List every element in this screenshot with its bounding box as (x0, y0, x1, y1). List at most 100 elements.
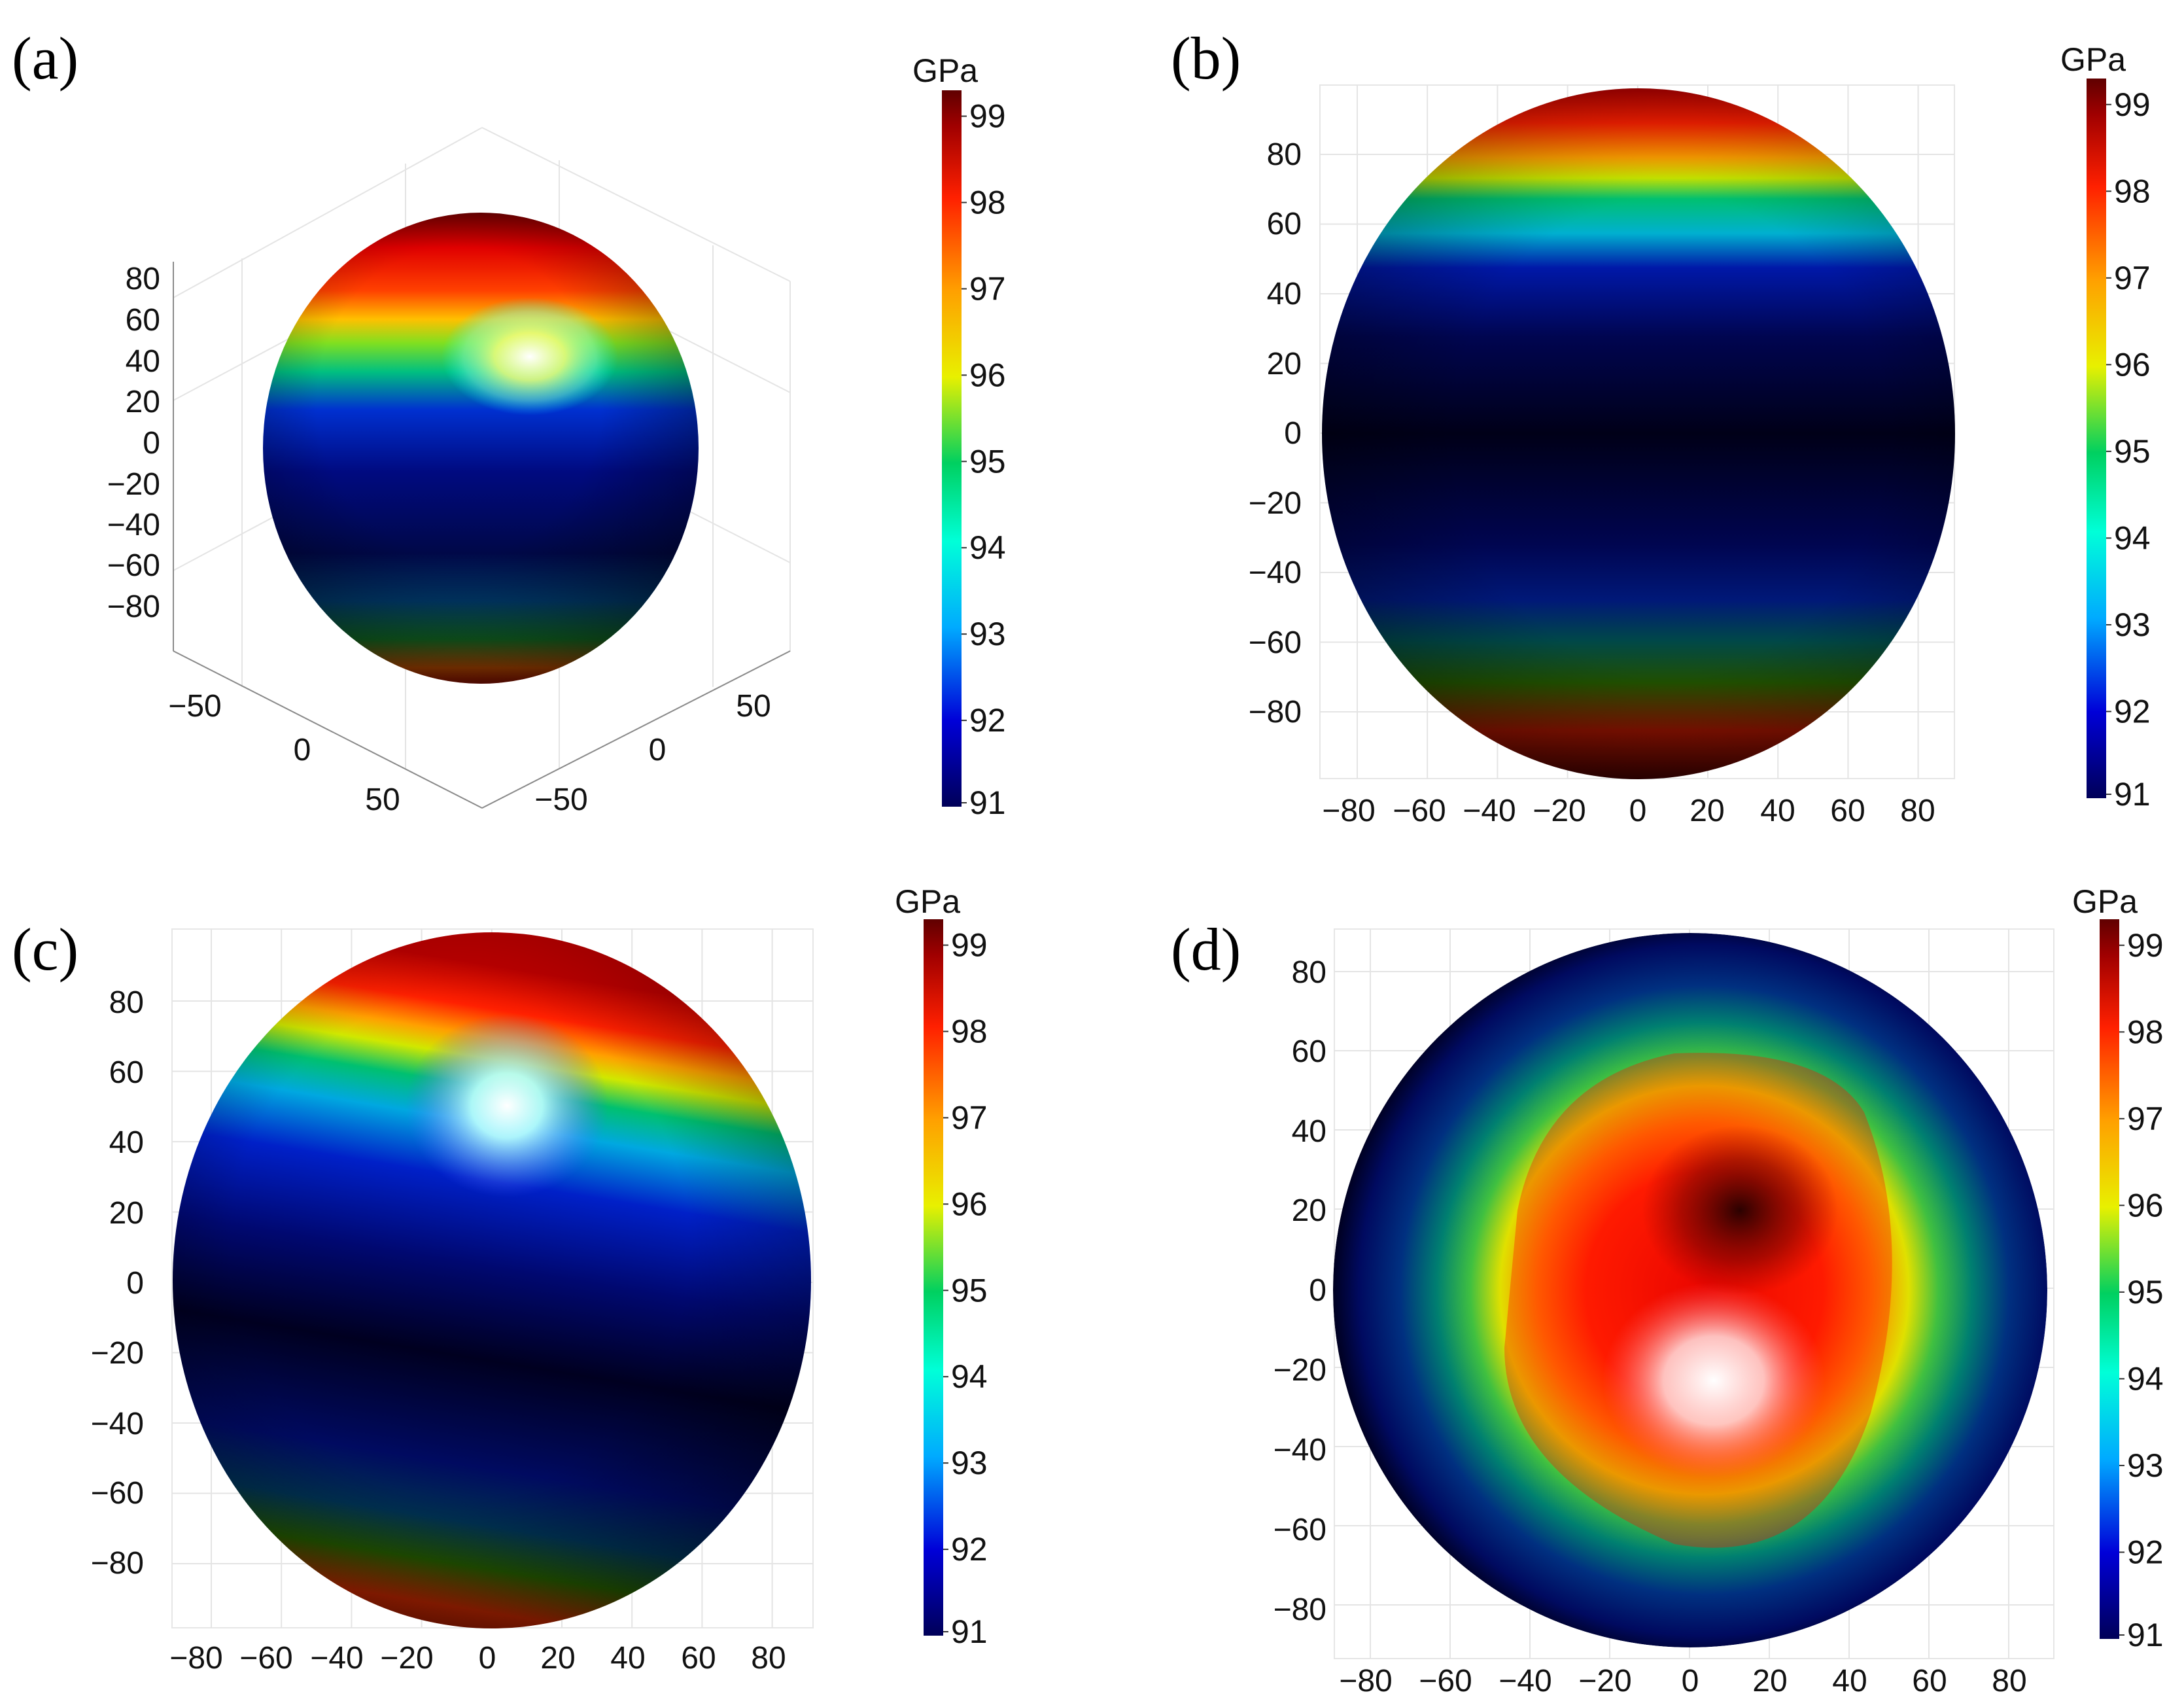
x-tick: 0 (1629, 794, 1647, 828)
x-tick: 0 (294, 733, 311, 767)
z-tick: 20 (126, 385, 160, 419)
x-tick: 0 (479, 1641, 496, 1676)
x-tick: −40 (1463, 794, 1516, 828)
y-tick: 0 (649, 733, 667, 767)
y-tick: −20 (91, 1336, 144, 1371)
colorbar-tick-label: 94 (969, 529, 1006, 566)
y-tick: −80 (91, 1546, 144, 1581)
x-tick: −80 (1322, 794, 1375, 828)
colorbar-tick-label: 95 (969, 443, 1006, 480)
y-tick: −60 (1274, 1513, 1326, 1547)
y-tick: 60 (109, 1055, 144, 1090)
y-tick: −40 (91, 1407, 144, 1441)
colorbar-gradient (2087, 79, 2106, 798)
y-tick: −40 (1274, 1433, 1326, 1468)
colorbar-tick-label: 94 (2114, 519, 2151, 556)
y-tick: −20 (1274, 1353, 1326, 1388)
colorbar-tick-label: 91 (2114, 776, 2151, 813)
y-tick: 40 (1292, 1114, 1326, 1149)
y-tick: −60 (1249, 625, 1302, 660)
colorbar-tick-label: 93 (969, 616, 1006, 652)
panel-c-surface (173, 932, 811, 1628)
x-tick: 20 (540, 1641, 575, 1676)
x-tick: −20 (1533, 794, 1586, 828)
panel-d-x-ticks: −80 −60 −40 −20 0 20 40 60 80 (1339, 1664, 2026, 1698)
colorbar-tick-label: 98 (951, 1013, 988, 1050)
x-tick: 60 (681, 1641, 716, 1676)
y-tick: 20 (109, 1196, 144, 1231)
x-tick: 0 (1682, 1664, 1699, 1698)
z-tick: −40 (107, 508, 160, 542)
y-tick: −60 (91, 1476, 144, 1511)
x-tick: 80 (1992, 1664, 2026, 1698)
x-tick: −80 (1339, 1664, 1392, 1698)
y-tick: 20 (1267, 347, 1302, 381)
panel-d-surface (1333, 933, 2047, 1647)
colorbar-tick-label: 94 (951, 1358, 988, 1395)
colorbar-unit: GPa (912, 52, 978, 89)
colorbar-tick-label: 92 (2127, 1534, 2164, 1570)
y-tick: 80 (109, 985, 144, 1020)
x-tick: 50 (365, 782, 400, 817)
y-tick: 0 (1309, 1273, 1326, 1308)
colorbar-tick-label: 96 (2114, 346, 2151, 383)
x-tick: 20 (1690, 794, 1724, 828)
y-tick: −80 (1249, 695, 1302, 729)
panel-d: (d) 80 60 40 20 0 −20 −40 −60 −80 −80 −6 (1171, 883, 2164, 1698)
colorbar-tick-label: 91 (969, 784, 1006, 821)
x-tick: −20 (1578, 1664, 1631, 1698)
x-tick: 40 (1760, 794, 1795, 828)
panel-label-c: (c) (12, 916, 78, 983)
z-tick: −20 (107, 467, 160, 502)
x-tick: 20 (1752, 1664, 1787, 1698)
colorbar-unit: GPa (2060, 41, 2126, 78)
panel-a-xy-ticks: −50 0 50 −50 0 50 (168, 689, 771, 817)
colorbar-tick-label: 99 (2114, 86, 2151, 123)
panel-a-surface (263, 213, 699, 684)
panel-b: (b) 80 60 40 20 0 −20 −40 −60 −80 −80 −6… (1171, 25, 2151, 828)
colorbar-unit: GPa (2072, 883, 2138, 920)
x-tick: 80 (751, 1641, 786, 1676)
panel-a: (a) 80 60 40 2 (12, 25, 1006, 821)
panel-b-y-ticks: 80 60 40 20 0 −20 −40 −60 −80 (1249, 137, 1302, 729)
colorbar-tick-label: 91 (951, 1613, 988, 1650)
panel-label-b: (b) (1171, 25, 1241, 92)
x-tick: −50 (168, 689, 221, 724)
y-tick: 80 (1292, 955, 1326, 990)
z-tick: −80 (107, 589, 160, 624)
colorbar-gradient (942, 90, 962, 807)
colorbar-tick-label: 97 (2114, 260, 2151, 296)
colorbar-tick-label: 92 (951, 1531, 988, 1568)
y-tick: −20 (1249, 486, 1302, 521)
colorbar-tick-label: 99 (2127, 927, 2164, 964)
colorbar-c: GPa 99 98 97 96 95 94 93 92 91 (895, 883, 988, 1650)
colorbar-tick-label: 96 (951, 1186, 988, 1222)
x-tick: −60 (1393, 794, 1446, 828)
colorbar-tick-label: 93 (2114, 606, 2151, 643)
y-tick: −80 (1274, 1592, 1326, 1627)
colorbar-tick-label: 97 (951, 1099, 988, 1136)
colorbar-tick-label: 97 (969, 270, 1006, 307)
x-tick: 80 (1900, 794, 1935, 828)
y-tick: −40 (1249, 555, 1302, 590)
z-tick: 40 (126, 344, 160, 379)
y-tick: −50 (534, 782, 587, 817)
x-tick: 40 (1832, 1664, 1867, 1698)
y-tick: 60 (1292, 1034, 1326, 1069)
x-tick: 40 (610, 1641, 645, 1676)
panel-label-a: (a) (12, 25, 78, 92)
colorbar-tick-label: 93 (951, 1445, 988, 1481)
x-tick: −60 (1419, 1664, 1472, 1698)
colorbar-a: GPa 99 98 97 96 95 94 93 92 91 (912, 52, 1006, 821)
y-tick: 80 (1267, 137, 1302, 172)
y-tick: 40 (1267, 277, 1302, 311)
colorbar-gradient (924, 919, 943, 1636)
colorbar-tick-label: 98 (969, 185, 1006, 221)
y-tick: 0 (126, 1266, 144, 1301)
colorbar-tick-label: 92 (969, 702, 1006, 739)
x-tick: −40 (310, 1641, 363, 1676)
panel-label-d: (d) (1171, 916, 1241, 983)
colorbar-tick-label: 93 (2127, 1447, 2164, 1484)
colorbar-unit: GPa (895, 883, 960, 920)
